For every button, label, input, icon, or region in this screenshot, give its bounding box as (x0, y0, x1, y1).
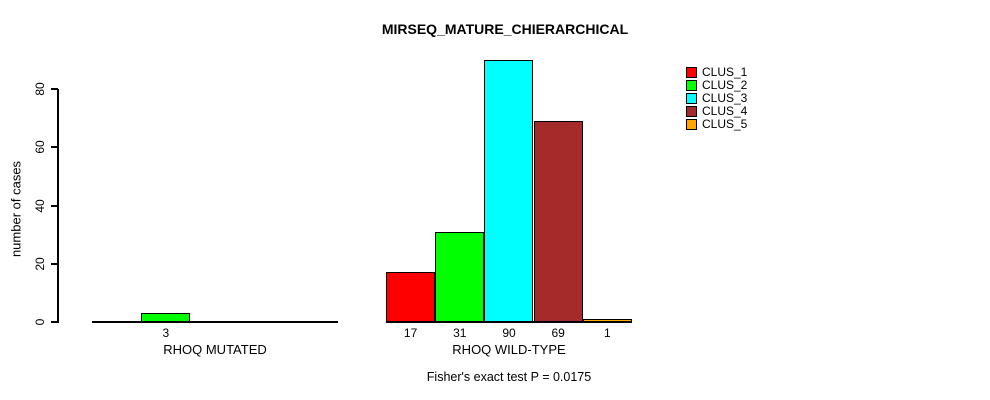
bar (386, 272, 435, 322)
legend-swatch (686, 80, 697, 91)
y-tick-label: 0 (33, 318, 47, 326)
bar (583, 319, 632, 322)
legend-label: CLUS_3 (702, 91, 748, 105)
y-tick-mark (51, 88, 58, 90)
subtitle: Fisher's exact test P = 0.0175 (426, 370, 592, 384)
group-baseline (92, 321, 338, 323)
y-tick-mark (51, 262, 58, 265)
chart-title: MIRSEQ_MATURE_CHIERARCHICAL (381, 21, 629, 37)
bar-value-label: 69 (551, 326, 565, 340)
legend-swatch (686, 93, 697, 104)
legend-item: CLUS_1 (686, 66, 747, 79)
legend-item: CLUS_3 (686, 92, 747, 105)
legend-swatch (686, 106, 697, 117)
legend-swatch (686, 119, 697, 130)
legend-item: CLUS_4 (686, 105, 747, 118)
bar-value-label: 90 (502, 326, 516, 340)
y-tick-label: 40 (33, 198, 47, 213)
bar-value-label: 3 (162, 326, 170, 340)
legend-swatch (686, 67, 697, 78)
y-tick-mark (51, 146, 58, 149)
legend-label: CLUS_5 (702, 117, 748, 131)
bar-value-label: 1 (604, 326, 611, 340)
group-label: RHOQ WILD-TYPE (452, 342, 566, 357)
legend-label: CLUS_1 (702, 65, 748, 79)
y-axis-line (57, 89, 59, 323)
bar (484, 60, 533, 322)
legend-item: CLUS_2 (686, 79, 747, 92)
group-label: RHOQ MUTATED (163, 342, 267, 357)
bar-value-label: 31 (453, 326, 467, 340)
y-tick-mark (51, 204, 58, 207)
bar (435, 232, 484, 322)
y-tick-label: 20 (33, 257, 47, 271)
legend-item: CLUS_5 (686, 118, 747, 131)
y-tick-mark (51, 321, 58, 323)
y-tick-label: 80 (33, 82, 47, 96)
bar-value-label: 17 (403, 326, 418, 340)
legend-label: CLUS_2 (702, 78, 748, 92)
legend-label: CLUS_4 (702, 104, 748, 118)
y-tick-label: 60 (33, 140, 47, 154)
legend: CLUS_1 CLUS_2 CLUS_3 CLUS_4 CLUS_5 (686, 66, 747, 131)
group-baseline (386, 321, 632, 323)
bar (141, 313, 190, 322)
bar (534, 121, 583, 322)
y-axis-title: number of cases (8, 160, 24, 258)
